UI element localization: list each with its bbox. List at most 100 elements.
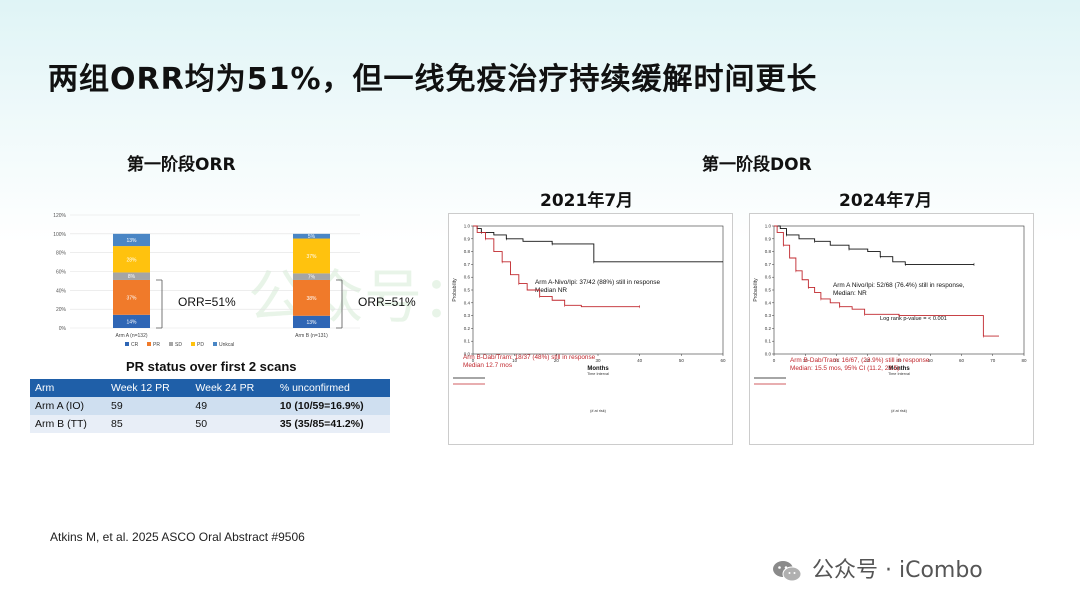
y-tick-label: 0.2 [765,326,772,331]
bar-segment-cr [113,314,150,328]
bar-segment-pr [113,279,150,315]
y-tick-label: 0.5 [464,288,471,293]
annotation-arm-b: Arm B-Dab/Tram: 18/37 (48%) still in res… [463,354,596,361]
y-tick-label: 80% [56,251,67,257]
legend-swatch [191,342,195,346]
annotation-arm-b: Median 12.7 mos [463,362,512,369]
legend-label: SD [175,342,182,348]
data-label: 8% [128,274,136,280]
x-tick-label: 70 [990,358,996,363]
y-tick-label: 0.0 [765,352,772,357]
legend-swatch [125,342,129,346]
y-tick-label: 0.9 [464,236,471,241]
bar-segment-pd [293,238,330,274]
x-tick-label: 20 [834,358,840,363]
pvalue-label: Log rank p-value = < 0.001 [880,316,947,322]
km-curve-arm-a [473,225,723,263]
table-cell: 50 [190,415,275,433]
legend-swatch [147,342,151,346]
y-tick-label: 0.4 [464,300,471,305]
annotation-arm-a: Median: NR [833,290,867,297]
y-tick-label: 100% [53,232,66,238]
data-label: 5% [308,234,316,240]
legend-label: PD [197,342,204,348]
x-tick-label: Arm A (n=132) [115,333,147,339]
legend-swatch [213,342,217,346]
table-row: Arm A (IO) 59 49 10 (10/59=16.9%) [30,397,390,415]
x-axis-sublabel: Time Interval [888,372,910,376]
y-tick-label: 120% [53,213,66,219]
y-tick-label: 0.2 [464,326,471,331]
bar-segment-sd [293,273,330,280]
km-chart-2024: 0.0 0.1 0.2 0.3 0.4 0.5 0.6 0.7 0.8 0.9 1.0 0 10 20 30… [753,224,1027,414]
wechat-icon [773,561,802,582]
column-header: Week 24 PR [190,379,275,397]
bracket [156,279,163,329]
bar-segment-sd [113,272,150,280]
y-tick-label: 1.0 [464,224,471,229]
data-label: 37% [306,254,317,260]
x-tick-label: 20 [554,358,560,363]
y-tick-label: 0.8 [765,249,772,254]
km-curve-arm-a [774,225,974,265]
y-tick-label: 0.3 [464,313,471,318]
y-tick-label: 0.7 [765,262,772,267]
table-cell: 49 [190,397,275,415]
risk-table-label: (# at risk) [590,409,607,413]
bar-segment-unkcal [113,233,150,247]
y-tick-label: 0.8 [464,249,471,254]
table-cell: 35 (35/85=41.2%) [274,415,390,433]
km-curve-arm-b [473,225,640,308]
km-panel-2021: 0.0 0.1 0.2 0.3 0.4 0.5 0.6 0.7 0.8 0.9 1.0 0 10 20 30… [448,213,733,445]
risk-table-label: (# at risk) [891,409,908,413]
orr-heading: 第一阶段ORR [127,155,236,175]
table-cell: 59 [106,397,191,415]
pr-status-table: Arm Week 12 PR Week 24 PR % unconfirmed … [30,379,390,433]
y-tick-label: 40% [56,288,67,294]
x-tick-label: 60 [959,358,965,363]
y-tick-label: 0.3 [765,313,772,318]
column-header: Arm [30,379,106,397]
slide-title: 两组ORR均为51%，但一线免疫治疗持续缓解时间更长 [48,62,818,97]
data-label: 13% [306,320,317,326]
annotation-arm-a: Median NR [535,287,567,294]
km-curve-arm-b [774,225,999,337]
bar-segment-pd [113,246,150,273]
orr-stacked-bar-chart: 0% 20% 40% 60% 80% 100% 120% 14% 37% 8% 28% 13% Arm … [53,213,360,348]
annotation-arm-a: Arm A Nivo/Ipi: 52/68 (76.4%) still in r… [833,282,965,289]
y-axis-label: Probability [753,278,759,302]
table-cell: 85 [106,415,191,433]
x-tick-label: 40 [896,358,902,363]
x-tick-label: 30 [865,358,871,363]
data-label: 37% [126,295,137,301]
plot-frame [472,225,724,355]
y-tick-label: 0.5 [765,288,772,293]
table-header-row: Arm Week 12 PR Week 24 PR % unconfirmed [30,379,390,397]
data-label: 38% [306,296,317,302]
y-tick-label: 20% [56,307,67,313]
column-header: Week 12 PR [106,379,191,397]
y-tick-label: 0% [59,326,67,332]
x-axis-label: Months [888,366,910,372]
reference-citation: Atkins M, et al. 2025 ASCO Oral Abstract… [50,530,305,544]
y-tick-label: 0.0 [464,352,471,357]
dor-heading: 第一阶段DOR [702,155,812,175]
x-tick-label: 10 [803,358,809,363]
data-label: 13% [126,238,137,244]
bar-segment-cr [293,315,330,328]
bar-segment-unkcal [293,233,330,239]
y-tick-label: 0.6 [464,275,471,280]
x-axis-label: Months [587,366,609,372]
table-cell: Arm B (TT) [30,415,106,433]
brand-label: 公众号 · iCombo [812,558,983,583]
x-tick-label: 0 [773,358,776,363]
x-tick-label: 40 [637,358,643,363]
bracket [336,279,343,329]
x-tick-label: Arm B (n=131) [295,333,328,339]
brand-footer: 公众号 · iCombo [772,552,983,584]
annotation-arm-b: Arm B-Dab/Tram: 16/67, (23.9%) still in … [790,357,930,364]
dor-2024-title: 2024年7月 [839,191,933,211]
legend-swatch [169,342,173,346]
data-label: 14% [126,319,137,325]
y-tick-label: 0.4 [765,300,772,305]
